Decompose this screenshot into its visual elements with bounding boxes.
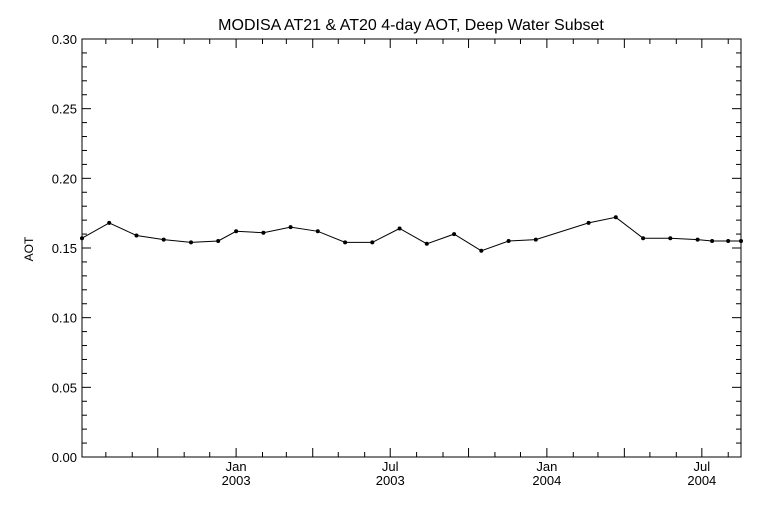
series-line	[81, 216, 741, 252]
data-point	[452, 232, 457, 237]
data-point	[161, 237, 166, 242]
x-tick-label-month: Jul	[694, 459, 711, 474]
x-tick-label-month: Jul	[382, 459, 399, 474]
y-axis-label: AOT	[22, 236, 36, 261]
data-point	[668, 236, 673, 241]
data-point	[261, 230, 266, 235]
y-tick-label: 0.05	[52, 380, 77, 395]
data-point	[216, 239, 221, 243]
y-tick-label: 0.00	[52, 450, 77, 465]
data-point	[343, 240, 348, 245]
data-point	[586, 220, 591, 225]
data-point	[234, 229, 239, 234]
x-tick-label-year: 2004	[687, 473, 716, 488]
series-group	[80, 215, 743, 253]
x-tick-label-year: 2004	[532, 473, 561, 488]
data-point	[80, 236, 84, 241]
x-tick-label-month: Jan	[536, 459, 557, 474]
x-tick-label-year: 2003	[376, 473, 405, 488]
data-point	[695, 237, 700, 242]
chart-title: MODISA AT21 & AT20 4-day AOT, Deep Water…	[218, 17, 604, 34]
data-point	[370, 240, 375, 245]
data-point	[397, 226, 402, 231]
data-point	[641, 236, 646, 241]
data-point	[288, 225, 293, 230]
x-tick-label-month: Jan	[226, 459, 247, 474]
data-point	[424, 241, 429, 246]
y-tick-label: 0.10	[52, 311, 77, 326]
x-tick-label-year: 2003	[222, 473, 251, 488]
data-point	[726, 239, 731, 243]
data-point	[134, 233, 139, 238]
data-point	[533, 237, 538, 242]
data-point	[189, 240, 193, 245]
data-point	[613, 215, 618, 220]
data-point	[479, 248, 484, 253]
y-tick-label: 0.20	[52, 171, 77, 186]
data-point	[739, 239, 743, 243]
axes-group: 0.000.050.100.150.200.250.30Jan2003Jul20…	[52, 32, 742, 488]
plot-frame	[81, 38, 742, 458]
data-point	[710, 239, 715, 243]
y-tick-label: 0.15	[52, 241, 77, 256]
y-tick-label: 0.30	[52, 32, 77, 47]
data-point	[107, 220, 112, 225]
data-point	[315, 229, 320, 234]
y-tick-label: 0.25	[52, 102, 77, 117]
data-point	[506, 239, 511, 243]
